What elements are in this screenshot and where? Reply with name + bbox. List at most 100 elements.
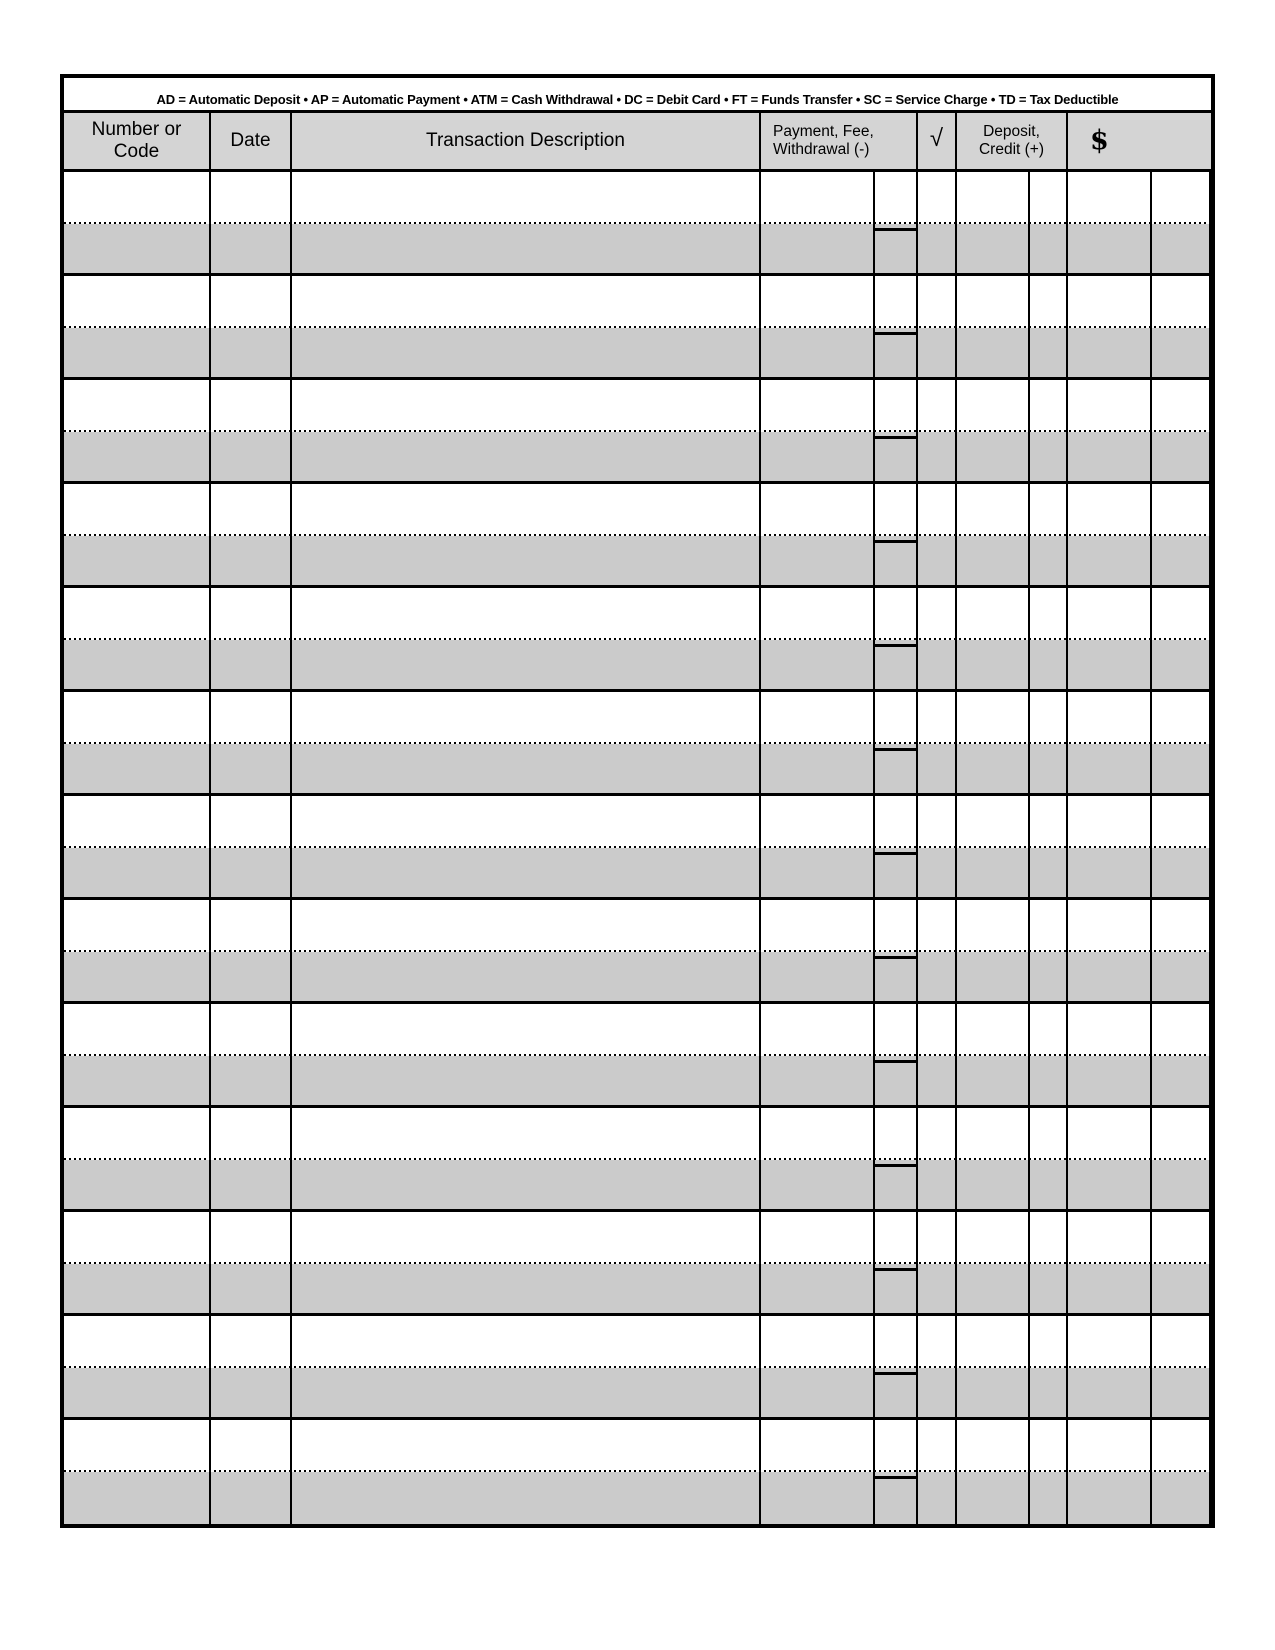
entry-check-cell[interactable]: [918, 1108, 957, 1212]
entry-balance-amount-cell[interactable]: [1068, 1212, 1152, 1316]
entry-payment-amount-cell[interactable]: [761, 900, 875, 1004]
entry-balance-amount-cell[interactable]: [1068, 692, 1152, 796]
entry-description-cell[interactable]: [292, 1108, 761, 1212]
entry-deposit-amount-cell[interactable]: [957, 276, 1030, 380]
entry-date-cell[interactable]: [211, 588, 292, 692]
entry-deposit-amount-cell[interactable]: [957, 484, 1030, 588]
entry-payment-cents-cell[interactable]: [875, 796, 918, 900]
entry-balance-amount-cell[interactable]: [1068, 1420, 1152, 1524]
entry-number-code-cell[interactable]: [64, 796, 211, 900]
entry-deposit-cents-cell[interactable]: [1030, 1420, 1068, 1524]
entry-payment-amount-cell[interactable]: [761, 1212, 875, 1316]
entry-description-cell[interactable]: [292, 588, 761, 692]
entry-payment-cents-cell[interactable]: [875, 1316, 918, 1420]
entry-deposit-amount-cell[interactable]: [957, 1004, 1030, 1108]
entry-deposit-cents-cell[interactable]: [1030, 796, 1068, 900]
entry-deposit-amount-cell[interactable]: [957, 1420, 1030, 1524]
entry-date-cell[interactable]: [211, 692, 292, 796]
entry-balance-amount-cell[interactable]: [1068, 796, 1152, 900]
entry-description-cell[interactable]: [292, 276, 761, 380]
entry-number-code-cell[interactable]: [64, 380, 211, 484]
entry-payment-amount-cell[interactable]: [761, 796, 875, 900]
entry-deposit-cents-cell[interactable]: [1030, 692, 1068, 796]
entry-payment-cents-cell[interactable]: [875, 1004, 918, 1108]
entry-payment-cents-cell[interactable]: [875, 380, 918, 484]
entry-deposit-cents-cell[interactable]: [1030, 588, 1068, 692]
entry-description-cell[interactable]: [292, 172, 761, 276]
entry-balance-cents-cell[interactable]: [1152, 900, 1211, 1004]
entry-deposit-cents-cell[interactable]: [1030, 484, 1068, 588]
entry-number-code-cell[interactable]: [64, 1004, 211, 1108]
entry-balance-amount-cell[interactable]: [1068, 380, 1152, 484]
entry-balance-amount-cell[interactable]: [1068, 172, 1152, 276]
entry-description-cell[interactable]: [292, 1316, 761, 1420]
entry-balance-cents-cell[interactable]: [1152, 172, 1211, 276]
entry-date-cell[interactable]: [211, 276, 292, 380]
entry-check-cell[interactable]: [918, 172, 957, 276]
entry-description-cell[interactable]: [292, 1420, 761, 1524]
entry-check-cell[interactable]: [918, 380, 957, 484]
entry-payment-cents-cell[interactable]: [875, 1420, 918, 1524]
entry-description-cell[interactable]: [292, 900, 761, 1004]
entry-balance-cents-cell[interactable]: [1152, 276, 1211, 380]
entry-balance-cents-cell[interactable]: [1152, 1316, 1211, 1420]
entry-balance-amount-cell[interactable]: [1068, 276, 1152, 380]
entry-check-cell[interactable]: [918, 1004, 957, 1108]
entry-check-cell[interactable]: [918, 484, 957, 588]
entry-check-cell[interactable]: [918, 900, 957, 1004]
entry-payment-amount-cell[interactable]: [761, 1004, 875, 1108]
entry-deposit-amount-cell[interactable]: [957, 796, 1030, 900]
entry-balance-cents-cell[interactable]: [1152, 796, 1211, 900]
entry-payment-amount-cell[interactable]: [761, 1420, 875, 1524]
entry-deposit-amount-cell[interactable]: [957, 1212, 1030, 1316]
entry-deposit-cents-cell[interactable]: [1030, 1108, 1068, 1212]
entry-date-cell[interactable]: [211, 900, 292, 1004]
entry-payment-amount-cell[interactable]: [761, 588, 875, 692]
entry-description-cell[interactable]: [292, 692, 761, 796]
entry-payment-amount-cell[interactable]: [761, 1316, 875, 1420]
entry-balance-amount-cell[interactable]: [1068, 900, 1152, 1004]
entry-check-cell[interactable]: [918, 1316, 957, 1420]
entry-payment-amount-cell[interactable]: [761, 276, 875, 380]
entry-deposit-cents-cell[interactable]: [1030, 172, 1068, 276]
entry-balance-amount-cell[interactable]: [1068, 1004, 1152, 1108]
entry-number-code-cell[interactable]: [64, 900, 211, 1004]
entry-payment-cents-cell[interactable]: [875, 1212, 918, 1316]
entry-number-code-cell[interactable]: [64, 1212, 211, 1316]
entry-payment-cents-cell[interactable]: [875, 484, 918, 588]
entry-balance-cents-cell[interactable]: [1152, 380, 1211, 484]
entry-payment-amount-cell[interactable]: [761, 380, 875, 484]
entry-date-cell[interactable]: [211, 484, 292, 588]
entry-number-code-cell[interactable]: [64, 276, 211, 380]
entry-description-cell[interactable]: [292, 796, 761, 900]
entry-payment-cents-cell[interactable]: [875, 588, 918, 692]
entry-number-code-cell[interactable]: [64, 588, 211, 692]
entry-check-cell[interactable]: [918, 692, 957, 796]
entry-date-cell[interactable]: [211, 1108, 292, 1212]
entry-date-cell[interactable]: [211, 796, 292, 900]
entry-check-cell[interactable]: [918, 276, 957, 380]
entry-balance-cents-cell[interactable]: [1152, 1420, 1211, 1524]
entry-payment-cents-cell[interactable]: [875, 692, 918, 796]
entry-check-cell[interactable]: [918, 1420, 957, 1524]
entry-deposit-amount-cell[interactable]: [957, 900, 1030, 1004]
entry-deposit-amount-cell[interactable]: [957, 588, 1030, 692]
entry-deposit-cents-cell[interactable]: [1030, 1316, 1068, 1420]
entry-payment-amount-cell[interactable]: [761, 484, 875, 588]
entry-description-cell[interactable]: [292, 1004, 761, 1108]
entry-description-cell[interactable]: [292, 380, 761, 484]
entry-balance-cents-cell[interactable]: [1152, 1108, 1211, 1212]
entry-check-cell[interactable]: [918, 796, 957, 900]
entry-date-cell[interactable]: [211, 1004, 292, 1108]
entry-number-code-cell[interactable]: [64, 172, 211, 276]
entry-description-cell[interactable]: [292, 1212, 761, 1316]
entry-payment-amount-cell[interactable]: [761, 692, 875, 796]
entry-balance-cents-cell[interactable]: [1152, 692, 1211, 796]
entry-payment-amount-cell[interactable]: [761, 172, 875, 276]
entry-balance-amount-cell[interactable]: [1068, 1108, 1152, 1212]
entry-number-code-cell[interactable]: [64, 1108, 211, 1212]
entry-balance-cents-cell[interactable]: [1152, 1004, 1211, 1108]
entry-description-cell[interactable]: [292, 484, 761, 588]
entry-payment-cents-cell[interactable]: [875, 172, 918, 276]
entry-deposit-amount-cell[interactable]: [957, 380, 1030, 484]
